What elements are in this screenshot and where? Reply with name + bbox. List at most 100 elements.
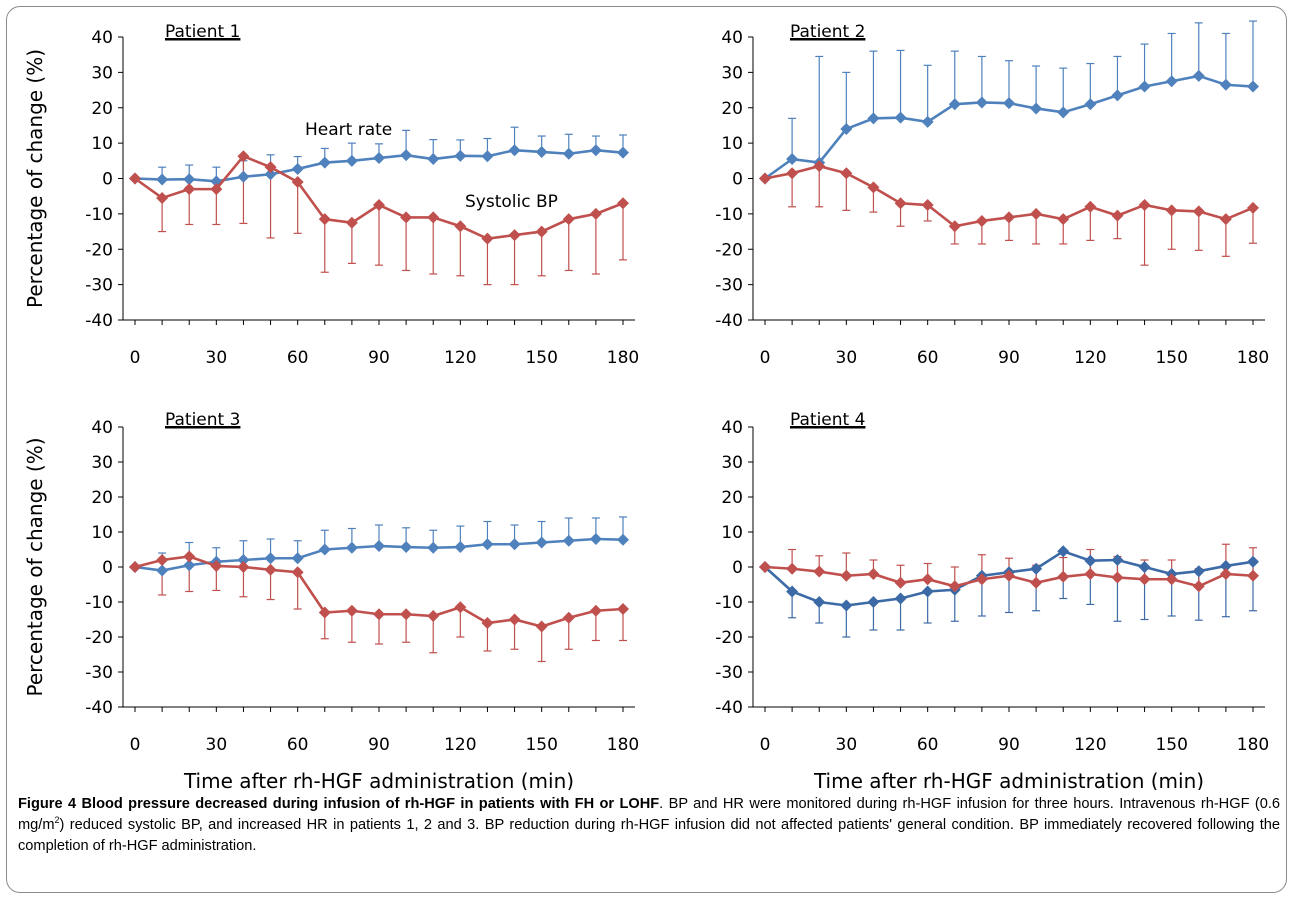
p1-y-tick-label: 40 [91,28,113,48]
p1-series-heart-rate-point [427,153,440,166]
p3-y-axis-label: Percentage of change (%) [23,437,47,696]
p3-series-heart-rate-point [318,543,331,556]
p4-series-heart-rate-point [1247,555,1259,568]
p4-series-heart-rate-point [921,585,934,598]
p1-x-tick-label: 30 [206,348,228,368]
p2-series-heart-rate-point [975,96,988,109]
caption-text-end: ) reduced systolic BP, and increased HR … [18,817,1280,854]
p4-y-tick-label: 20 [721,488,743,508]
p1-series-systolic-bp-point [535,225,548,238]
p2-series-heart-rate-point [1165,75,1178,88]
p3-series-systolic-bp-point [183,550,196,563]
p3-series-heart-rate-point [617,533,629,546]
p2-x-tick-label: 30 [836,348,858,368]
p4-series-systolic-bp-point [1165,573,1178,586]
p4-series-heart-rate-point [1030,562,1043,575]
caption-text-start: . BP and HR were monitored during rh-HGF… [18,796,1281,833]
p2-y-tick-label: 10 [721,134,743,154]
p2-x-tick-label: 180 [1237,348,1269,368]
p1-series-systolic-bp-point [427,211,440,224]
p3-series-heart-rate-point [562,534,575,547]
p2-y-tick-label: -40 [715,311,743,331]
p1-series-heart-rate-point [400,149,413,162]
p4-y-tick-label: 30 [721,453,743,473]
p1-y-tick-label: 20 [91,99,113,119]
p1-series-systolic-bp-point [589,207,602,220]
p4-series-heart-rate-point [1084,554,1097,567]
p2-series-systolic-bp-point [975,214,988,227]
p2-y-tick-label: 30 [721,63,743,83]
p1-series-systolic-bp-point [562,213,575,226]
p3-y-tick-label: -40 [85,698,113,718]
p2-series-heart-rate-point [786,153,799,166]
p4-series-systolic-bp-point [921,573,934,586]
p2-y-tick-label: 40 [721,28,743,48]
p2-series-heart-rate-point [1084,98,1097,111]
p2-series-systolic-bp-point [921,199,934,212]
p3-x-tick-label: 180 [607,735,639,755]
p4-series-systolic-bp-point [840,569,853,582]
p2-y-tick-label: -10 [715,205,743,225]
p4-series-heart-rate-point [786,585,799,598]
p4-y-tick-label: -10 [715,593,743,613]
p4-series-heart-rate-point [1138,561,1151,573]
caption-superscript: 2 [54,815,60,826]
p1-series-systolic-bp-point [129,172,141,185]
p4-y-tick-label: 0 [732,558,743,578]
p3-x-tick-label: 60 [287,735,309,755]
p1-x-tick-label: 120 [444,348,476,368]
p4-y-tick-label: -20 [715,628,743,648]
p1-series-systolic-bp-point [345,216,358,229]
p4-y-tick-label: 40 [721,418,743,438]
p3-series-systolic-bp-point [237,561,250,573]
p4-x-tick-label: 30 [836,735,858,755]
figure-charts: 40 30 20 10 0 -10 -20 -30 -40 0 30 60 90 120 150 180 Pat… [23,20,1269,790]
p4-series-systolic-bp-point [975,573,988,586]
p1-series-heart-rate-point [508,144,521,157]
p3-y-tick-label: -10 [85,593,113,613]
p2-y-tick-label: -20 [715,240,743,260]
p3-y-tick-label: -20 [85,628,113,648]
p2-x-tick-label: 150 [1155,348,1187,368]
p3-series-systolic-bp-point [400,608,413,621]
p2-series-heart-rate-point [1219,78,1232,91]
p4-series-heart-rate-point [813,596,826,608]
p4-series-heart-rate-point [867,596,880,608]
p4-x-tick-label: 120 [1074,735,1106,755]
p4-series-heart-rate-point [1219,559,1232,572]
p3-series-systolic-bp-point [264,563,277,576]
p3-series-systolic-bp-point [129,561,141,573]
p2-series-systolic-bp-point [840,167,853,180]
p2-series-heart-rate-point [1192,69,1205,82]
p4-x-tick-label: 60 [917,735,939,755]
p1-series-heart-rate-point [291,162,304,175]
p2-y-tick-label: 20 [721,99,743,119]
p3-series-heart-rate-point [291,552,304,565]
p3-series-heart-rate-point [427,541,440,554]
p3-y-tick-label: 20 [91,488,113,508]
p2-series-systolic-bp-point [759,172,771,185]
p2-y-tick-label: 0 [732,170,743,190]
p3-y-tick-label: 30 [91,453,113,473]
p1-x-tick-label: 60 [287,348,309,368]
p4-series-systolic-bp-point [867,568,880,580]
p3-series-systolic-bp-point [562,611,575,624]
p1-series-heart-rate-point [345,154,358,167]
p2-series-systolic-bp-point [1084,200,1097,213]
p3-series-heart-rate-point [481,538,494,551]
p3-series-systolic-bp-point [454,601,467,614]
p4-series-systolic-bp-point [1111,571,1124,584]
p3-series-heart-rate-point [237,554,250,566]
p1-annotation: Heart rate [305,120,392,140]
p1-series-heart-rate-point [535,145,548,158]
p2-x-tick-label: 90 [998,348,1020,368]
p1-title: Patient 1 [165,22,240,42]
p3-series-systolic-bp-point [481,617,494,629]
p3-title: Patient 3 [165,410,240,430]
p3-series-systolic-bp-point [535,620,548,633]
p3-x-tick-label: 0 [130,735,141,755]
p2-series-systolic-bp-point [1057,213,1070,226]
p1-series-heart-rate-point [589,144,602,157]
p3-series-systolic-bp-point [318,606,331,619]
p2-series-systolic-bp-point [1111,209,1124,222]
